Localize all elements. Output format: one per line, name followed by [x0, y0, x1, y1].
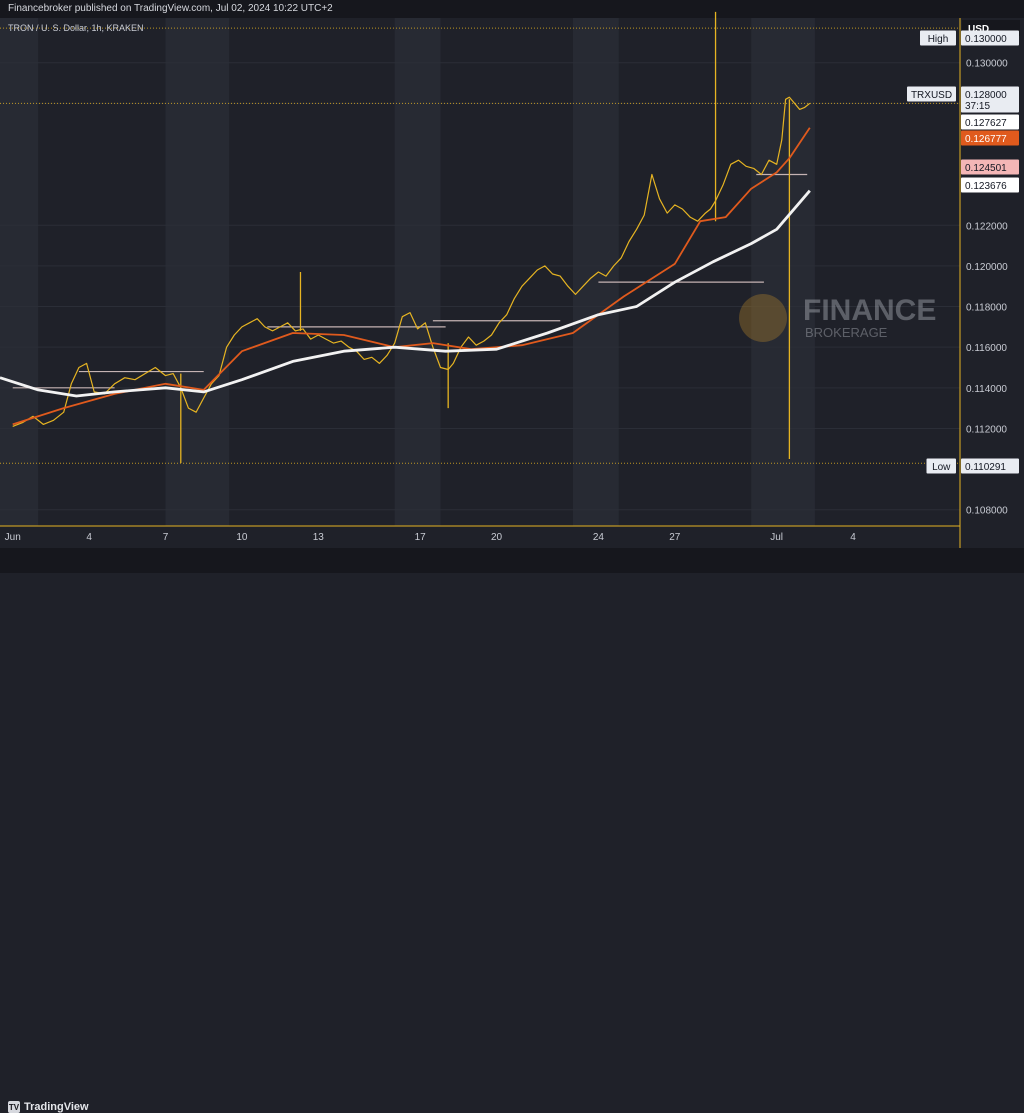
y-tick-label: 0.120000 — [966, 262, 1008, 273]
sma-series-line — [0, 189, 811, 398]
price-tag-sma — [961, 177, 1019, 193]
price-series-line — [12, 96, 811, 427]
price-tag-last — [961, 86, 1019, 113]
x-tick-label: 27 — [669, 532, 681, 543]
price-tag-last-value: 0.128000 — [965, 90, 1007, 101]
week-band — [0, 18, 39, 526]
tradingview-label: TradingView — [24, 1101, 89, 1113]
week-band — [165, 18, 230, 526]
x-tick-label: 13 — [313, 532, 325, 543]
x-tick-label: 7 — [163, 532, 169, 543]
price-tag-low — [961, 458, 1019, 474]
price-tag-low-value: 0.110291 — [965, 462, 1006, 473]
y-tick-label: 0.114000 — [966, 384, 1007, 395]
price-tag-ema-value: 0.126777 — [965, 134, 1007, 145]
price-tag-ma_a — [961, 114, 1019, 130]
x-tick-label: 20 — [491, 532, 503, 543]
price-chart[interactable]: 0.130000 0.128000 0.122000 0.120000 0.118000… — [0, 0, 1024, 548]
x-tick-label: 10 — [236, 532, 248, 543]
y-tick-label: 0.112000 — [966, 424, 1007, 435]
price-tag-pink-value: 0.124501 — [965, 163, 1007, 174]
tradingview-icon: TV — [8, 1101, 20, 1113]
price-tag-pink — [961, 159, 1019, 175]
week-band — [572, 18, 619, 526]
watermark-line1: FINANCE — [803, 294, 936, 327]
footer-bar: TV TradingView — [0, 548, 1024, 1113]
price-tag-low-name-box — [926, 458, 956, 474]
x-tick-label: 24 — [593, 532, 605, 543]
publisher-text: Financebroker published on TradingView.c… — [8, 3, 333, 14]
x-tick-label: 4 — [850, 532, 856, 543]
watermark-logo-icon — [739, 294, 787, 342]
price-tag-ma_a-value: 0.127627 — [965, 118, 1007, 129]
x-tick-label: Jul — [770, 532, 783, 543]
price-tag-sma-value: 0.123676 — [965, 181, 1007, 192]
y-tick-label: 0.116000 — [966, 343, 1007, 354]
y-tick-label: 0.108000 — [966, 506, 1008, 517]
price-tag-ema — [961, 130, 1019, 146]
price-tag-high-name-box — [920, 30, 956, 46]
price-tag-last-name-box — [907, 86, 956, 102]
price-tag-last-name: TRXUSD — [911, 90, 952, 101]
price-tag-last-countdown: 37:15 — [965, 101, 990, 112]
price-tag-high-name: High — [928, 34, 949, 45]
y-tick-label: 0.122000 — [966, 221, 1008, 232]
week-band — [751, 18, 815, 526]
price-tag-high — [961, 30, 1019, 46]
tradingview-logo[interactable]: TV TradingView — [8, 1101, 89, 1113]
currency-label: USD — [968, 24, 989, 35]
chart-background — [0, 18, 1024, 548]
price-tag-low-name: Low — [932, 462, 951, 473]
publisher-bar: Financebroker published on TradingView.c… — [0, 0, 1024, 18]
x-tick-label: Jun — [5, 532, 21, 543]
chart-title: TRON / U. S. Dollar, 1h, KRAKEN — [8, 23, 144, 33]
week-band — [394, 18, 441, 526]
y-tick-label: 0.118000 — [966, 303, 1007, 314]
watermark-line2: BROKERAGE — [805, 325, 888, 340]
price-tag-high-value: 0.130000 — [965, 34, 1007, 45]
y-tick-label: 0.130000 — [966, 59, 1008, 70]
x-tick-label: 4 — [86, 532, 92, 543]
x-tick-label: 17 — [415, 532, 427, 543]
